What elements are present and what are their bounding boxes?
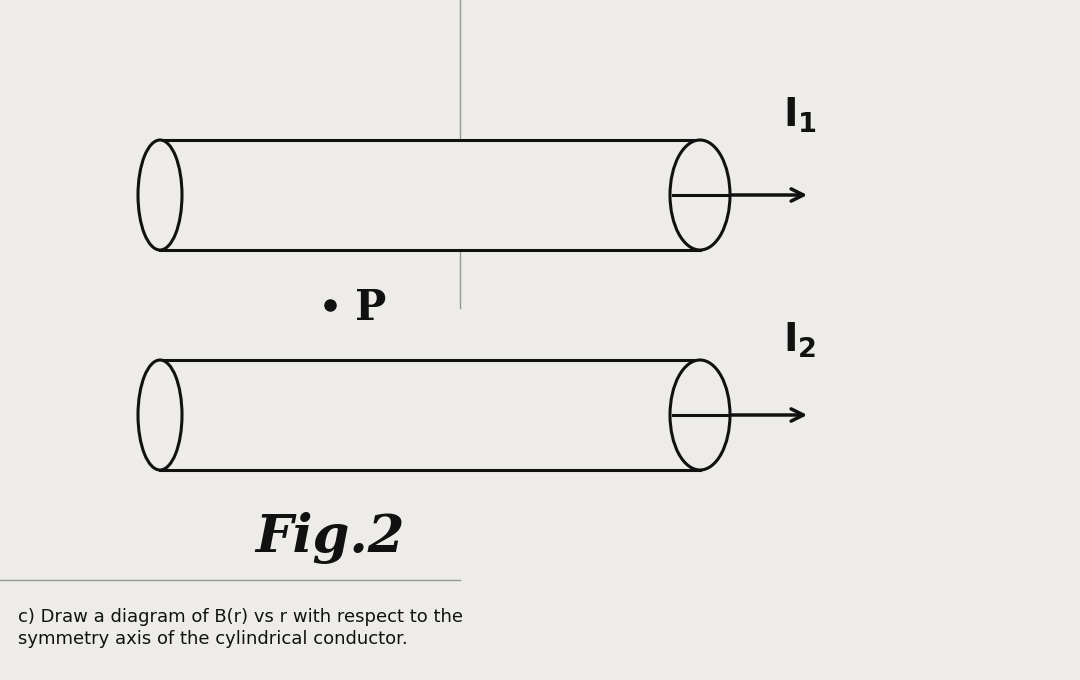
Text: P: P: [355, 287, 387, 329]
Bar: [160, 140, 700, 250]
Text: c) Draw a diagram of B(r) vs r with respect to the: c) Draw a diagram of B(r) vs r with resp…: [18, 608, 463, 626]
Bar: [160, 360, 700, 470]
Ellipse shape: [670, 360, 730, 470]
Ellipse shape: [670, 140, 730, 250]
Ellipse shape: [138, 140, 183, 250]
Text: $\mathbf{I_2}$: $\mathbf{I_2}$: [783, 320, 816, 360]
Text: symmetry axis of the cylindrical conductor.: symmetry axis of the cylindrical conduct…: [18, 630, 408, 648]
Text: Fig.2: Fig.2: [255, 512, 405, 564]
Text: $\mathbf{I_1}$: $\mathbf{I_1}$: [783, 95, 816, 135]
Ellipse shape: [138, 360, 183, 470]
